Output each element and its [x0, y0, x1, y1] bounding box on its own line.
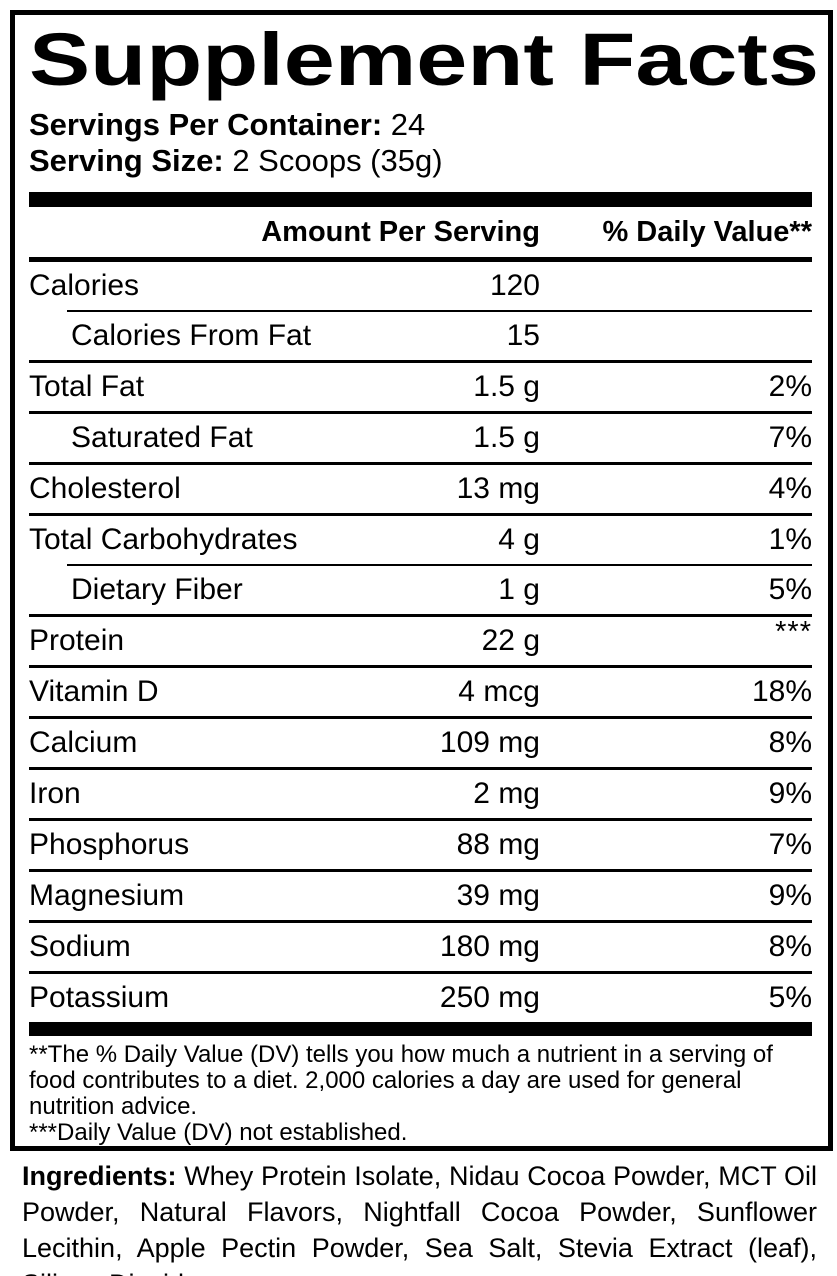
nutrient-name: Vitamin D [29, 675, 159, 708]
footnotes: **The % Daily Value (DV) tells you how m… [29, 1042, 804, 1146]
row-divider [29, 920, 812, 923]
nutrient-dv: 5% [768, 981, 812, 1014]
nutrient-amount: 1 g [498, 573, 540, 606]
table-row: Calories From Fat 15 [29, 312, 812, 360]
nutrient-dv: 7% [768, 421, 812, 454]
nutrient-name: Iron [29, 777, 81, 810]
nutrient-dv: 5% [768, 573, 812, 606]
nutrient-amount: 120 [489, 269, 540, 302]
serving-size-line: Serving Size: 2 Scoops (35g) [29, 143, 812, 179]
row-divider [29, 818, 812, 821]
thick-divider-bottom [29, 1022, 812, 1036]
ingredients-text: Whey Protein Isolate, Nidau Cocoa Powder… [22, 1161, 817, 1276]
nutrient-amount: 39 mg [456, 879, 540, 912]
thick-divider-top [29, 192, 812, 207]
nutrient-amount: 250 mg [439, 981, 540, 1014]
servings-per-container-value: 24 [390, 107, 426, 142]
nutrient-name: Calories From Fat [71, 319, 312, 352]
nutrient-dv: 7% [768, 828, 812, 861]
ingredients-section: Ingredients: Whey Protein Isolate, Nidau… [22, 1158, 817, 1276]
table-row: Protein 22 g *** [29, 616, 812, 665]
nutrient-amount: 1.5 g [473, 370, 540, 403]
panel-title-text: Supplement Facts [29, 18, 819, 101]
table-header-row: Amount Per Serving % Daily Value** [29, 207, 812, 257]
footnote-not-established: ***Daily Value (DV) not established. [29, 1119, 408, 1146]
nutrient-dv: 9% [768, 879, 812, 912]
nutrient-dv: 1% [768, 523, 812, 556]
table-row: Cholesterol 13 mg 4% [29, 465, 812, 513]
table-row: Potassium 250 mg 5% [29, 974, 812, 1022]
servings-per-container-label: Servings Per Container: [29, 107, 383, 142]
serving-size-value: 2 Scoops (35g) [232, 143, 443, 178]
nutrient-amount: 4 mcg [458, 675, 540, 708]
row-divider [29, 869, 812, 872]
nutrient-dv: 9% [768, 777, 812, 810]
nutrient-dv: 8% [768, 930, 812, 963]
row-divider [67, 564, 812, 566]
nutrient-dv: 2% [768, 370, 812, 403]
table-row: Saturated Fat 1.5 g 7% [29, 414, 812, 462]
row-divider [29, 971, 812, 974]
nutrient-name: Potassium [29, 981, 170, 1014]
row-divider [29, 360, 812, 363]
servings-per-container-line: Servings Per Container: 24 [29, 107, 812, 143]
nutrient-amount: 4 g [498, 523, 540, 556]
nutrient-name: Cholesterol [29, 472, 181, 505]
nutrient-amount: 13 mg [456, 472, 540, 505]
ingredients-label: Ingredients: [22, 1161, 177, 1191]
nutrient-amount: 88 mg [456, 828, 540, 861]
row-divider [29, 767, 812, 770]
ingredients-paragraph: Ingredients: Whey Protein Isolate, Nidau… [22, 1158, 817, 1276]
nutrient-amount: 1.5 g [473, 421, 540, 454]
header-rule [29, 257, 812, 262]
table-row: Total Carbohydrates 4 g 1% [29, 516, 812, 564]
nutrient-amount: 15 [506, 319, 540, 352]
table-row: Total Fat 1.5 g 2% [29, 363, 812, 411]
row-divider [29, 614, 812, 617]
table-row: Dietary Fiber 1 g 5% [29, 566, 812, 614]
column-header-daily-value: % Daily Value** [602, 215, 812, 248]
nutrient-name: Calories [29, 269, 140, 302]
nutrient-name: Total Carbohydrates [29, 523, 298, 556]
nutrient-dv: 4% [768, 472, 812, 505]
table-row: Calcium 109 mg 8% [29, 719, 812, 767]
row-divider [29, 665, 812, 668]
nutrient-amount: 2 mg [473, 777, 540, 810]
row-divider [29, 513, 812, 516]
nutrient-name: Total Fat [29, 370, 145, 403]
supplement-facts-panel: Supplement Facts Servings Per Container:… [10, 10, 833, 1151]
nutrient-name: Sodium [29, 930, 131, 963]
table-row: Phosphorus 88 mg 7% [29, 821, 812, 869]
nutrient-name: Magnesium [29, 879, 185, 912]
nutrient-name: Protein [29, 624, 125, 657]
column-header-amount: Amount Per Serving [261, 215, 540, 248]
nutrient-amount: 180 mg [439, 930, 540, 963]
table-row: Sodium 180 mg 8% [29, 923, 812, 971]
row-divider [67, 310, 812, 312]
row-divider [29, 462, 812, 465]
nutrient-amount: 22 g [481, 624, 540, 657]
nutrient-dv: 18% [751, 675, 812, 708]
row-divider [29, 716, 812, 719]
nutrient-amount: 109 mg [439, 726, 540, 759]
table-row: Iron 2 mg 9% [29, 770, 812, 818]
nutrient-name: Dietary Fiber [71, 573, 243, 606]
nutrient-dv: 8% [768, 726, 812, 759]
nutrient-name: Calcium [29, 726, 138, 759]
footnote-daily-value: **The % Daily Value (DV) tells you how m… [29, 1041, 773, 1120]
nutrient-dv: *** [775, 616, 812, 648]
serving-size-label: Serving Size: [29, 143, 224, 178]
panel-title: Supplement Facts [29, 18, 819, 101]
nutrient-name: Saturated Fat [71, 421, 253, 454]
table-row: Magnesium 39 mg 9% [29, 872, 812, 920]
row-divider [29, 411, 812, 414]
table-row: Vitamin D 4 mcg 18% [29, 668, 812, 716]
table-row: Calories 120 [29, 262, 812, 310]
nutrient-name: Phosphorus [29, 828, 190, 861]
